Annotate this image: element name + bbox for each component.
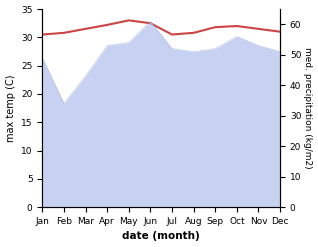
Y-axis label: med. precipitation (kg/m2): med. precipitation (kg/m2) xyxy=(303,47,313,169)
X-axis label: date (month): date (month) xyxy=(122,231,200,242)
Y-axis label: max temp (C): max temp (C) xyxy=(5,74,16,142)
